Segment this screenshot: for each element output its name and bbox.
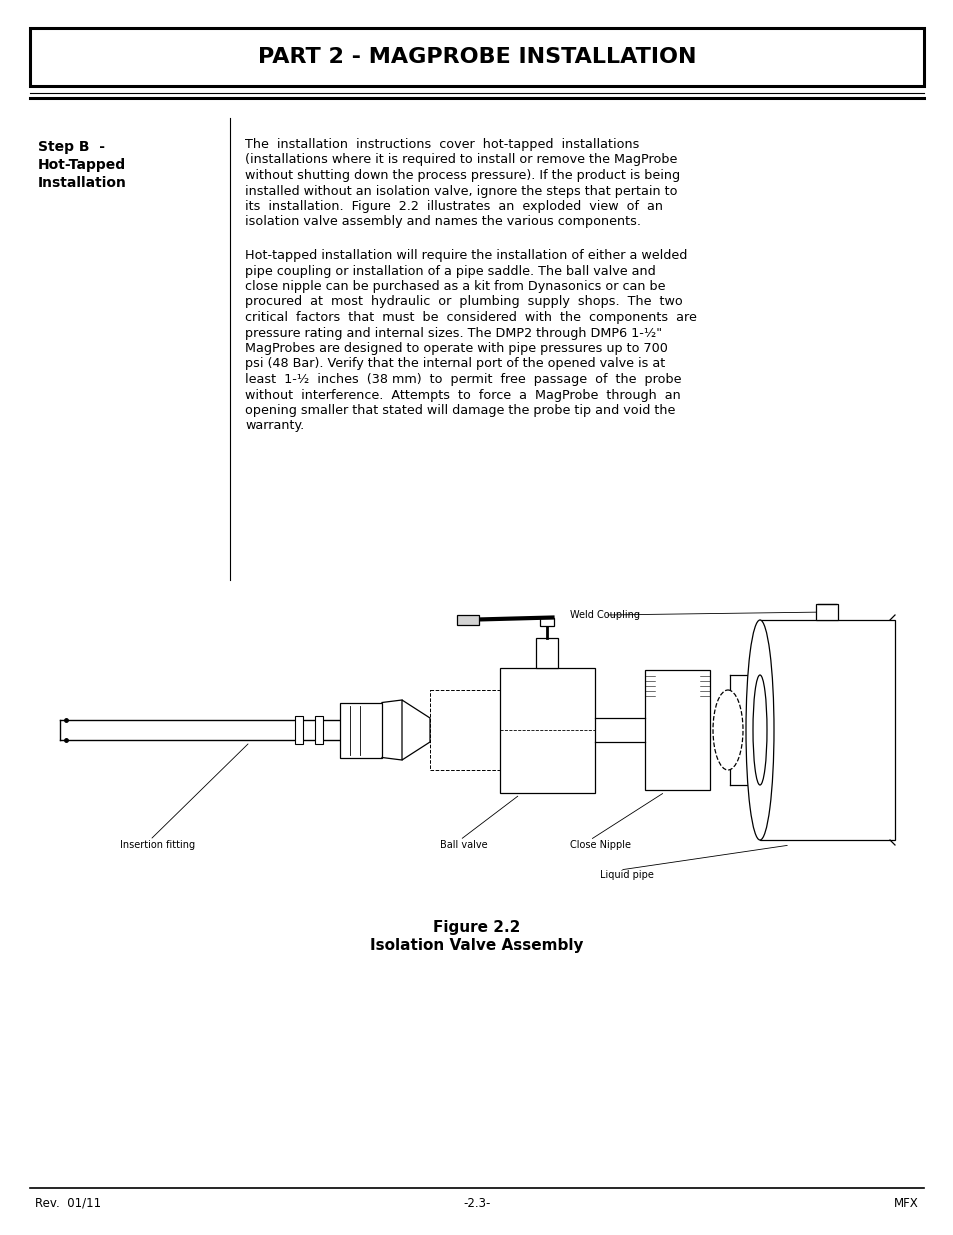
Text: Hot-Tapped: Hot-Tapped [38, 158, 126, 172]
Text: pipe coupling or installation of a pipe saddle. The ball valve and: pipe coupling or installation of a pipe … [245, 264, 655, 278]
Ellipse shape [745, 620, 773, 840]
Bar [294, 716, 303, 743]
Text: Figure 2.2: Figure 2.2 [433, 920, 520, 935]
Bar [457, 615, 479, 625]
Text: Ball valve: Ball valve [439, 840, 487, 850]
Bar [760, 620, 894, 840]
Text: opening smaller that stated will damage the probe tip and void the: opening smaller that stated will damage … [245, 404, 675, 417]
Ellipse shape [712, 690, 742, 769]
Text: its  installation.  Figure  2.2  illustrates  an  exploded  view  of  an: its installation. Figure 2.2 illustrates… [245, 200, 662, 212]
Text: Installation: Installation [38, 177, 127, 190]
Text: critical  factors  that  must  be  considered  with  the  components  are: critical factors that must be considered… [245, 311, 696, 324]
Bar [764, 676, 889, 785]
Bar [314, 716, 323, 743]
Bar [30, 28, 923, 86]
Text: warranty.: warranty. [245, 420, 304, 432]
Text: -2.3-: -2.3- [463, 1197, 490, 1210]
Ellipse shape [752, 676, 766, 785]
Text: installed without an isolation valve, ignore the steps that pertain to: installed without an isolation valve, ig… [245, 184, 677, 198]
Text: without shutting down the process pressure). If the product is being: without shutting down the process pressu… [245, 169, 679, 182]
Text: Close Nipple: Close Nipple [569, 840, 630, 850]
Text: (installations where it is required to install or remove the MagProbe: (installations where it is required to i… [245, 153, 677, 167]
Text: Liquid pipe: Liquid pipe [599, 869, 653, 881]
Text: MFX: MFX [893, 1197, 918, 1210]
Bar [339, 703, 381, 757]
Text: Weld Coupling: Weld Coupling [569, 610, 639, 620]
Text: pressure rating and internal sizes. The DMP2 through DMP6 1-½": pressure rating and internal sizes. The … [245, 326, 661, 340]
Bar [816, 604, 838, 620]
Text: isolation valve assembly and names the various components.: isolation valve assembly and names the v… [245, 215, 640, 228]
Text: Rev.  01/11: Rev. 01/11 [35, 1197, 101, 1210]
Bar [430, 690, 499, 769]
Text: Step B  -: Step B - [38, 140, 105, 154]
Text: without  interference.  Attempts  to  force  a  MagProbe  through  an: without interference. Attempts to force … [245, 389, 680, 401]
Bar [644, 671, 709, 790]
Text: MagProbes are designed to operate with pipe pressures up to 700: MagProbes are designed to operate with p… [245, 342, 667, 354]
Bar [536, 637, 558, 667]
Text: PART 2 - MAGPROBE INSTALLATION: PART 2 - MAGPROBE INSTALLATION [257, 47, 696, 67]
Text: procured  at  most  hydraulic  or  plumbing  supply  shops.  The  two: procured at most hydraulic or plumbing s… [245, 295, 682, 309]
Text: least  1-½  inches  (38 mm)  to  permit  free  passage  of  the  probe: least 1-½ inches (38 mm) to permit free … [245, 373, 680, 387]
Text: psi (48 Bar). Verify that the internal port of the opened valve is at: psi (48 Bar). Verify that the internal p… [245, 357, 664, 370]
Bar [540, 618, 554, 625]
Text: The  installation  instructions  cover  hot-tapped  installations: The installation instructions cover hot-… [245, 138, 639, 151]
Text: Hot-tapped installation will require the installation of either a welded: Hot-tapped installation will require the… [245, 249, 687, 262]
Text: Isolation Valve Assembly: Isolation Valve Assembly [370, 939, 583, 953]
Text: close nipple can be purchased as a kit from Dynasonics or can be: close nipple can be purchased as a kit f… [245, 280, 665, 293]
Text: Insertion fitting: Insertion fitting [120, 840, 195, 850]
Polygon shape [401, 700, 430, 760]
Bar [499, 667, 595, 793]
